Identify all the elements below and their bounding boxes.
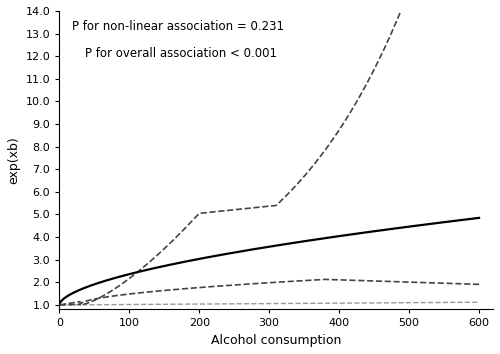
Text: P for overall association < 0.001: P for overall association < 0.001 xyxy=(86,47,278,60)
X-axis label: Alcohol consumption: Alcohol consumption xyxy=(211,334,342,347)
Y-axis label: exp(xb): exp(xb) xyxy=(7,136,20,184)
Text: P for non-linear association = 0.231: P for non-linear association = 0.231 xyxy=(72,20,284,33)
